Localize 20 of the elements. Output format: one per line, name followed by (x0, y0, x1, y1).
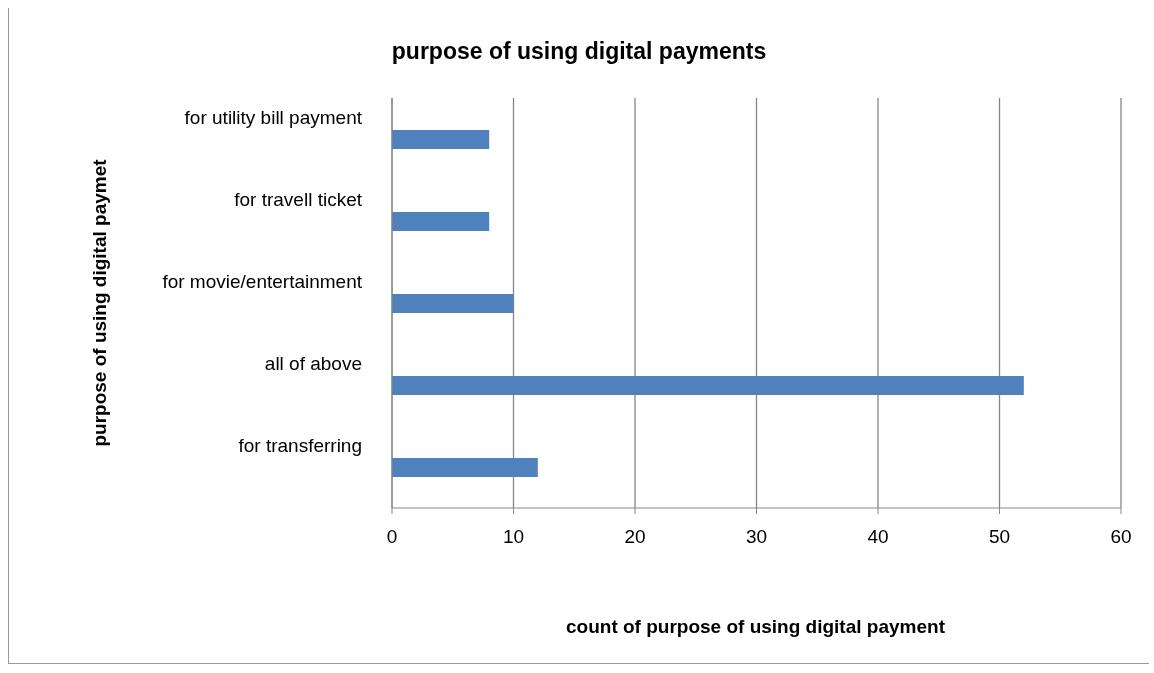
y-tick-label: all of above (264, 353, 362, 375)
x-tick-label: 0 (386, 526, 398, 548)
x-axis-title: count of purpose of using digital payment (565, 616, 946, 638)
x-tick-label: 50 (988, 526, 1011, 548)
chart-title: purpose of using digital payments (390, 38, 768, 65)
x-tick-label: 30 (745, 526, 768, 548)
y-tick-label: for movie/entertainment (162, 271, 363, 293)
x-tick-label: 40 (867, 526, 889, 548)
bar (392, 376, 1024, 395)
bar (392, 294, 514, 313)
y-tick-label: for travell ticket (234, 189, 363, 211)
y-axis-title: purpose of using digital paymet (88, 158, 110, 447)
x-tick-label: 20 (624, 526, 646, 548)
y-tick-label: for transferring (238, 435, 362, 457)
y-tick-label: for utility bill payment (184, 107, 363, 129)
x-tick-label: 10 (502, 526, 525, 548)
bar (392, 130, 490, 149)
bar (392, 458, 538, 477)
bar (392, 212, 490, 231)
x-tick-label: 60 (1110, 526, 1132, 548)
